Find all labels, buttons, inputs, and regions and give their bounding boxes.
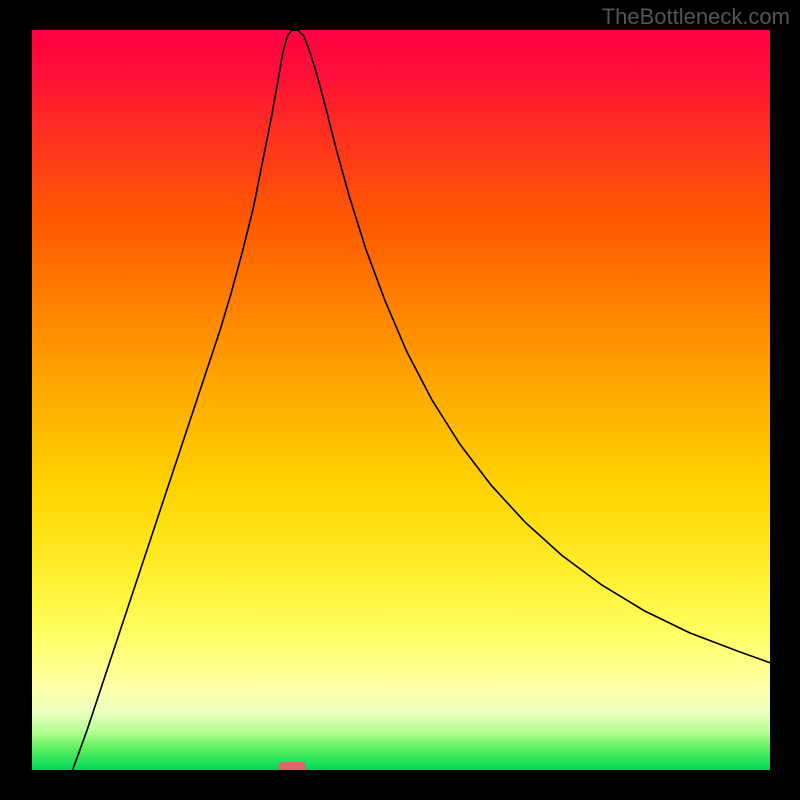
bottleneck-curve-svg [32, 30, 770, 770]
bottleneck-curve [73, 30, 770, 770]
watermark-text: TheBottleneck.com [602, 4, 790, 30]
optimum-highlight-marker [278, 762, 306, 770]
plot-area [32, 30, 770, 770]
